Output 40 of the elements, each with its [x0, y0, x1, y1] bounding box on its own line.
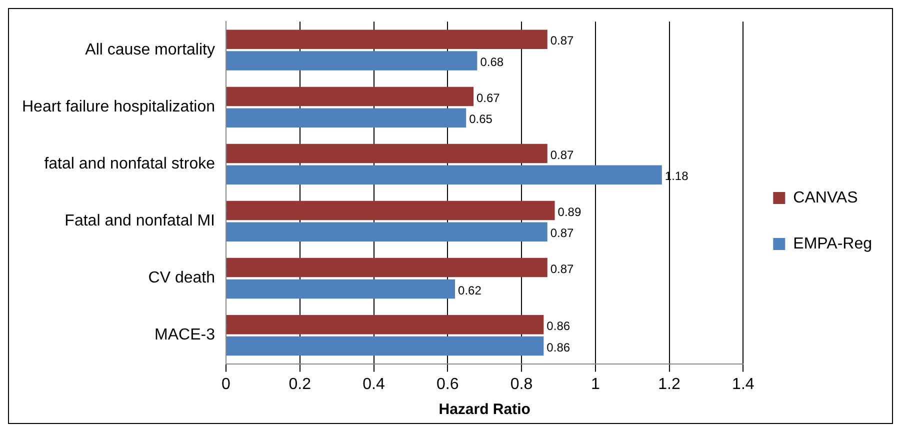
data-label: 0.87	[550, 226, 574, 240]
bar	[226, 279, 456, 299]
y-tick-label: All cause mortality	[85, 42, 215, 59]
data-label: 0.87	[550, 34, 574, 48]
bar	[226, 165, 662, 184]
x-tick-label: 0.8	[510, 376, 533, 393]
x-tick-label: 1	[590, 376, 600, 393]
data-label: 0.65	[469, 112, 493, 126]
data-label: 0.67	[476, 90, 500, 105]
data-label: 0.68	[480, 55, 504, 70]
legend-label: EMPA-Reg	[793, 235, 872, 252]
y-tick-label: Heart failure hospitalization	[22, 98, 215, 116]
data-label: 0.87	[550, 262, 574, 276]
bar	[226, 336, 544, 356]
data-label: 0.86	[546, 340, 570, 354]
data-label: 0.87	[550, 148, 574, 162]
bar	[226, 222, 548, 242]
x-tick-label: 0	[222, 376, 231, 393]
data-label: 0.89	[558, 204, 582, 219]
bar	[226, 314, 544, 334]
bar	[226, 258, 548, 278]
x-tick-label: 0.2	[288, 376, 312, 393]
x-axis-title: Hazard Ratio	[438, 401, 530, 418]
bar	[226, 200, 555, 220]
x-tick-label: 0.6	[436, 376, 459, 393]
bar	[226, 51, 478, 70]
bar	[226, 30, 548, 50]
bar	[226, 144, 548, 164]
y-tick-label: fatal and nonfatal stroke	[44, 156, 216, 173]
data-label: 0.86	[546, 318, 570, 333]
x-tick-label: 0.4	[362, 376, 385, 393]
x-tick-label: 1.4	[732, 376, 754, 393]
y-tick-label: MACE-3	[154, 326, 216, 344]
x-tick-label: 1.2	[658, 376, 680, 393]
bar	[226, 86, 474, 106]
bar	[226, 108, 466, 128]
data-label: 0.62	[458, 283, 482, 298]
y-tick-label: Fatal and nonfatal MI	[64, 212, 215, 230]
legend-label: CANVAS	[793, 189, 858, 206]
y-tick-label: CV death	[148, 270, 215, 287]
